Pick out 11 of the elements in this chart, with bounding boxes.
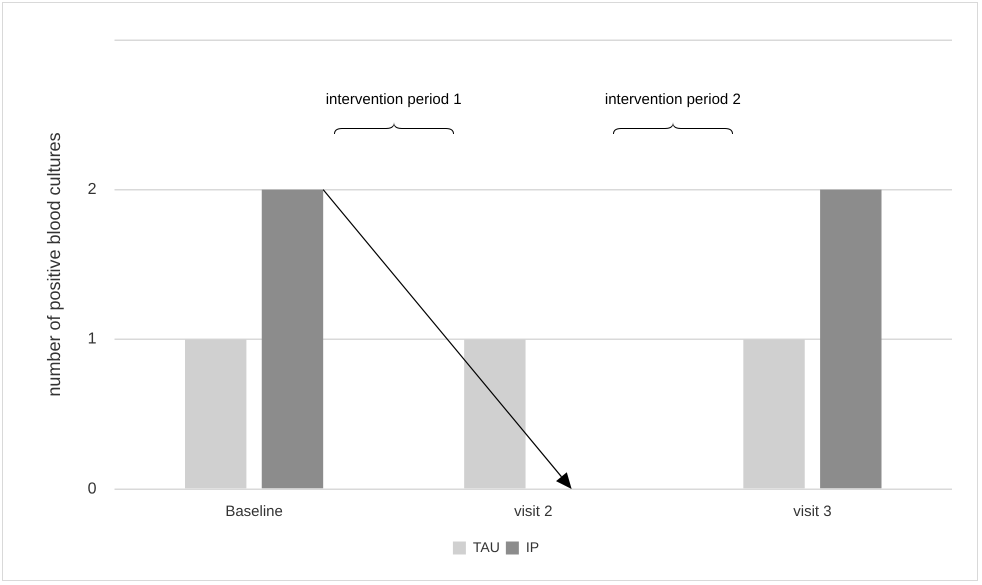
legend-label: TAU [472, 538, 500, 555]
legend-label: IP [526, 538, 540, 555]
x-tick-label: visit 3 [793, 503, 832, 520]
x-tick-label: Baseline [225, 503, 283, 520]
y-axis-title: number of positive blood cultures [44, 132, 64, 397]
y-tick-label: 1 [88, 330, 97, 348]
annotation: intervention period 2 [604, 91, 741, 108]
y-tick-label: 0 [88, 480, 97, 498]
x-tick-label: visit 2 [514, 503, 552, 520]
y-tick-label: 2 [88, 181, 97, 198]
annotation: intervention period 1 [326, 91, 462, 108]
